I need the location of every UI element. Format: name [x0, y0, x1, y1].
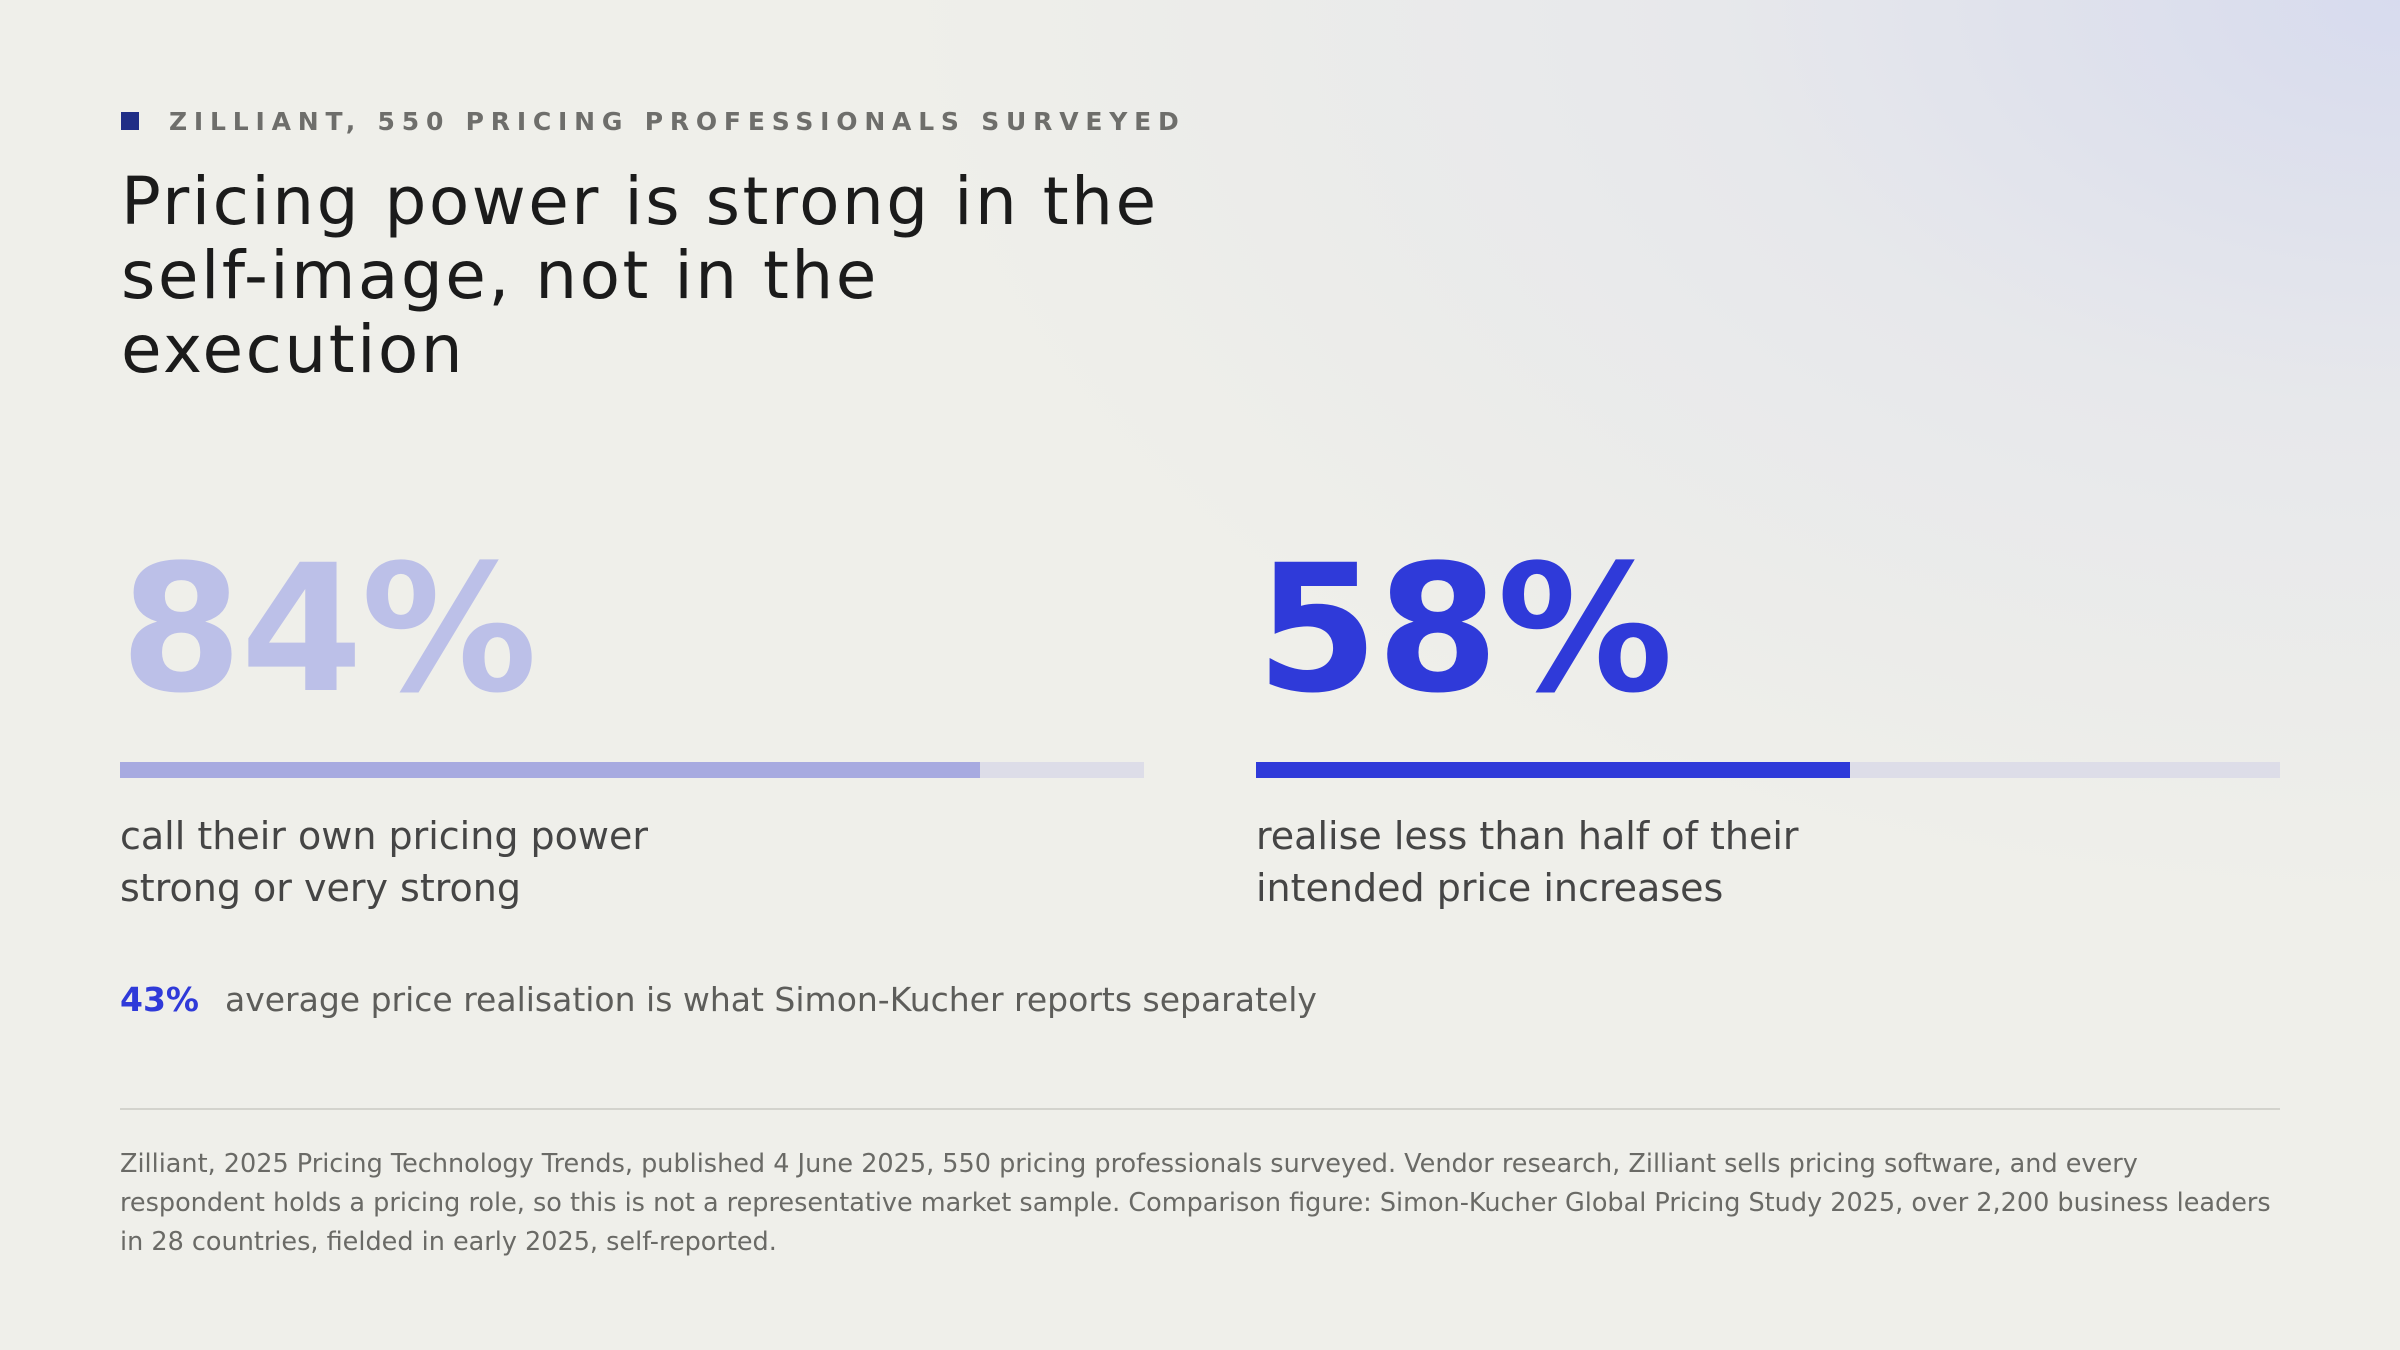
eyebrow-marker: [121, 112, 139, 130]
stat-58-caption: realise less than half of their intended…: [1256, 810, 1976, 914]
eyebrow-text: ZILLIANT, 550 PRICING PROFESSIONALS SURV…: [169, 106, 1186, 136]
stat-58-caption-line-1: realise less than half of their: [1256, 814, 1799, 858]
stat-84-caption-line-2: strong or very strong: [120, 866, 521, 910]
comparison-stat: 43% average price realisation is what Si…: [120, 974, 1317, 1024]
comparison-text: average price realisation is what Simon-…: [225, 979, 1317, 1019]
stat-84-bar-fill: [120, 762, 981, 778]
stat-84-value: 84%: [120, 527, 537, 732]
footer-divider: [120, 1108, 2280, 1110]
headline: Pricing power is strong in the self-imag…: [121, 163, 1159, 388]
stat-84-bar-track: [120, 762, 1144, 778]
source-footnote: Zilliant, 2025 Pricing Technology Trends…: [120, 1149, 2271, 1257]
comparison-value: 43%: [120, 979, 199, 1019]
stat-58-bar-track: [1256, 762, 2280, 778]
stat-58-caption-line-2: intended price increases: [1256, 866, 1724, 910]
stat-58-value: 58%: [1256, 527, 1673, 732]
stat-84-caption-line-1: call their own pricing power: [120, 814, 648, 858]
stat-58-bar-fill: [1256, 762, 1850, 778]
stat-84-caption: call their own pricing power strong or v…: [120, 810, 840, 914]
eyebrow: ZILLIANT, 550 PRICING PROFESSIONALS SURV…: [121, 104, 1186, 138]
